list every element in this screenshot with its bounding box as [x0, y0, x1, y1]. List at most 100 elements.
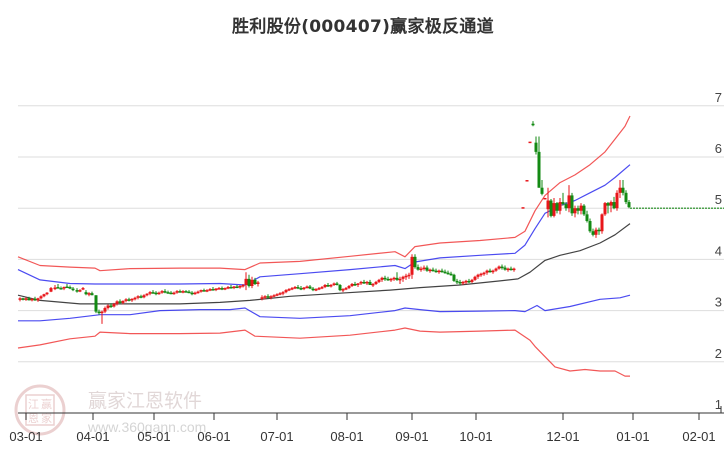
candle [488, 268, 492, 273]
candle-body [567, 195, 571, 209]
candle [389, 277, 393, 282]
watermark-url: www.360gann.com [87, 419, 206, 435]
y-tick-label: 2 [715, 346, 722, 361]
candle [293, 286, 297, 290]
candle [305, 285, 309, 289]
candle-body [543, 197, 547, 200]
candle [190, 291, 194, 296]
candle [281, 291, 285, 296]
candle-body [39, 296, 43, 299]
x-tick-label: 12-01 [546, 429, 579, 444]
candle [332, 282, 336, 287]
candle-body [552, 203, 556, 216]
candle [75, 288, 79, 293]
candle-body [33, 298, 37, 301]
candle-body [87, 293, 91, 295]
candle [482, 271, 486, 276]
candle-body [503, 267, 507, 270]
candle-body [491, 270, 495, 273]
x-tick-label: 10-01 [459, 429, 492, 444]
candle [247, 274, 251, 288]
candle [329, 283, 333, 288]
candle-body [163, 291, 167, 293]
candle-body [371, 283, 375, 286]
candle [359, 280, 363, 285]
x-tick-label: 01-01 [616, 429, 649, 444]
candle-body [172, 292, 176, 295]
candle-body [449, 273, 453, 276]
candle [549, 198, 553, 218]
candle-body [175, 291, 179, 293]
candle-body [374, 281, 378, 284]
candle-body [103, 308, 107, 312]
y-tick-label: 6 [715, 141, 722, 156]
candle-body [59, 288, 63, 290]
candle-body [160, 291, 164, 293]
candle-body [205, 290, 209, 292]
candle [531, 121, 535, 127]
candle [377, 278, 381, 283]
candle [278, 292, 282, 296]
candle [226, 286, 230, 290]
candle [208, 288, 212, 292]
candle-body [109, 305, 113, 307]
candle-body [124, 299, 128, 301]
candle-body [452, 274, 456, 281]
candle-body [431, 269, 435, 272]
candle [290, 287, 294, 291]
candle [163, 289, 167, 294]
candle-body [68, 287, 72, 289]
candle [576, 205, 580, 215]
candle-body [603, 203, 607, 215]
candle-body [211, 289, 215, 291]
candle [229, 285, 233, 289]
candle [311, 287, 315, 292]
candle [202, 288, 206, 292]
candle-body [214, 288, 218, 291]
candle-body [287, 289, 291, 291]
candle-body [49, 288, 53, 292]
candle-body [78, 290, 82, 292]
candle-body [338, 285, 342, 291]
candle [42, 293, 46, 298]
candle-body [359, 281, 363, 284]
candle-body [470, 279, 474, 282]
candle [211, 287, 215, 291]
candle [534, 136, 538, 155]
candle-body [555, 203, 559, 211]
candle [452, 273, 456, 282]
candle [398, 276, 402, 284]
candle-body [24, 298, 28, 300]
candle [302, 287, 306, 291]
candle [53, 285, 57, 291]
candle [362, 279, 366, 284]
candle-body [296, 287, 300, 289]
candle-body [461, 281, 465, 284]
candle-body [413, 256, 417, 268]
candle-body [263, 296, 267, 298]
candle [24, 297, 28, 301]
candle-body [570, 195, 574, 214]
candle-body [540, 187, 544, 194]
candle [263, 295, 267, 300]
candle-body [229, 287, 233, 289]
candle-body [332, 283, 336, 285]
candle-body [618, 187, 622, 193]
candle [392, 276, 396, 281]
candle [341, 288, 345, 293]
candle-body [121, 300, 125, 303]
x-tick-label: 07-01 [260, 429, 293, 444]
candle-body [323, 285, 327, 288]
candle [269, 295, 273, 300]
candle-body [36, 298, 40, 301]
candle-body [368, 281, 372, 285]
candle [464, 279, 468, 284]
candle [299, 286, 303, 291]
candle-body [30, 298, 34, 301]
candle-body [549, 200, 553, 216]
candle-body [482, 272, 486, 275]
candle-body [624, 192, 628, 203]
candle [395, 272, 399, 281]
candle [428, 268, 432, 273]
